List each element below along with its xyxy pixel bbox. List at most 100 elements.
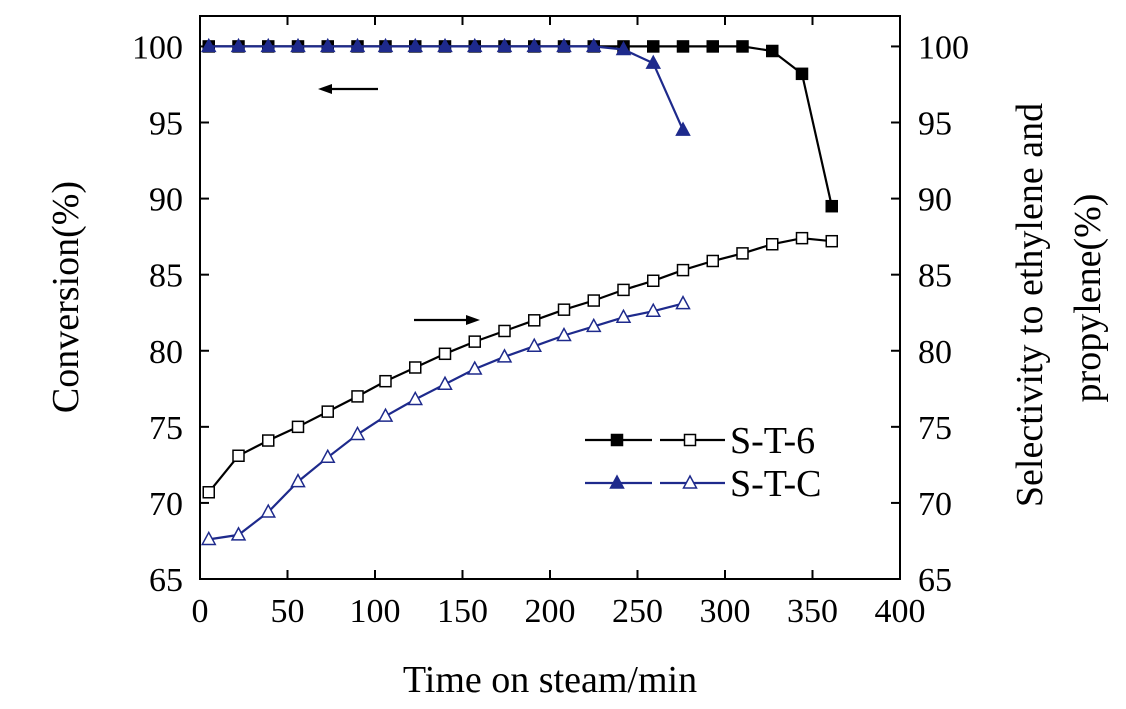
- data-point-s-t-6-selectivity: [202, 486, 215, 499]
- x-tick-label: 150: [437, 593, 488, 630]
- x-tick-label: 300: [700, 593, 751, 630]
- right-y-tick-label: 95: [918, 106, 952, 143]
- data-point-s-t-6-selectivity: [291, 420, 305, 434]
- right-y-tick-label: 65: [918, 562, 952, 599]
- left-y-axis-ticks: 65 70 75 80 85 90 95 100: [132, 29, 209, 599]
- legend-marker-filled-s-t-c: [609, 474, 625, 489]
- data-point-s-t-c-selectivity: [526, 337, 543, 352]
- left-y-tick-label: 100: [132, 29, 183, 66]
- data-point-s-t-6-conversion: [676, 40, 690, 53]
- legend-marker-open-s-t-6: [683, 433, 697, 447]
- data-point-s-t-c-conversion: [349, 37, 366, 53]
- data-point-s-t-6-selectivity: [232, 449, 245, 462]
- data-point-s-t-c-conversion: [645, 54, 662, 69]
- x-tick-label: 100: [350, 593, 401, 630]
- data-point-s-t-c-selectivity: [437, 375, 453, 390]
- x-tick-label: 0: [192, 593, 209, 630]
- left-y-tick-label: 80: [149, 334, 183, 371]
- left-y-tick-label: 70: [149, 486, 183, 523]
- series-line-s-t-c-selectivity: [208, 302, 684, 541]
- data-point-s-t-c-conversion: [407, 37, 424, 53]
- data-point-s-t-c-conversion: [260, 37, 277, 53]
- data-point-s-t-c-conversion: [556, 37, 572, 53]
- data-point-s-t-6-conversion: [736, 40, 749, 53]
- data-point-s-t-6-selectivity: [409, 361, 422, 374]
- x-tick-label: 200: [525, 593, 576, 630]
- right-y-axis-title-line-1: Selectivity to ethylene and: [1009, 103, 1051, 507]
- data-point-s-t-c-conversion: [377, 37, 394, 53]
- x-tick-label: 350: [787, 593, 838, 630]
- data-point-s-t-c-conversion: [319, 37, 336, 53]
- series-line-s-t-6-conversion: [208, 45, 833, 207]
- data-point-s-t-c-selectivity: [407, 390, 424, 406]
- series-s-t-c-conversion: [200, 37, 691, 136]
- data-point-s-t-6-selectivity: [706, 254, 719, 268]
- data-point-s-t-c-selectivity: [496, 348, 513, 363]
- series-s-t-c-selectivity: [200, 295, 691, 546]
- right-y-tick-label: 75: [918, 410, 952, 447]
- data-point-s-t-c-selectivity: [556, 326, 572, 342]
- data-point-s-t-6-selectivity: [321, 405, 334, 418]
- data-point-s-t-6-selectivity: [438, 347, 452, 361]
- data-point-s-t-c-conversion: [466, 37, 483, 53]
- arrow-head-left: [318, 84, 332, 94]
- data-point-s-t-c-conversion: [290, 37, 306, 53]
- data-point-s-t-c-conversion: [615, 40, 632, 56]
- right-y-tick-label: 70: [918, 486, 952, 523]
- data-point-s-t-6-selectivity: [825, 234, 838, 248]
- data-point-s-t-c-selectivity: [349, 425, 366, 441]
- data-point-s-t-6-selectivity: [498, 324, 511, 338]
- data-point-s-t-c-selectivity: [290, 473, 306, 488]
- data-point-s-t-6-selectivity: [676, 263, 690, 277]
- right-y-axis-ticks: 65 70 75 80 85 90 95 100: [891, 29, 969, 599]
- data-point-s-t-c-selectivity: [645, 302, 662, 317]
- data-point-s-t-6-conversion: [647, 40, 660, 53]
- data-point-s-t-c-selectivity: [585, 317, 602, 333]
- data-point-s-t-c-selectivity: [615, 308, 632, 324]
- legend-marker-filled-s-t-6: [610, 433, 624, 447]
- x-tick-label: 400: [875, 593, 926, 630]
- left-y-tick-label: 75: [149, 410, 183, 447]
- legend: S-T-6S-T-C: [585, 420, 822, 505]
- data-point-s-t-c-conversion: [230, 37, 247, 53]
- data-point-s-t-6-conversion: [766, 44, 779, 58]
- left-y-tick-label: 95: [149, 106, 183, 143]
- data-point-s-t-6-conversion: [706, 40, 719, 53]
- data-point-s-t-c-selectivity: [230, 526, 247, 541]
- left-y-tick-label: 90: [149, 182, 183, 219]
- x-axis-title: Time on steam/min: [403, 659, 697, 701]
- series-line-s-t-6-selectivity: [207, 237, 832, 493]
- data-point-s-t-c-selectivity: [466, 360, 483, 375]
- data-point-s-t-6-selectivity: [647, 274, 660, 288]
- legend-label-s-t-6: S-T-6: [730, 420, 815, 462]
- right-y-tick-label: 85: [918, 258, 952, 295]
- data-point-s-t-6-selectivity: [617, 283, 630, 297]
- data-point-s-t-c-selectivity: [675, 295, 691, 310]
- data-point-s-t-c-selectivity: [200, 530, 217, 546]
- data-point-s-t-c-conversion: [437, 37, 453, 53]
- data-point-s-t-6-selectivity: [528, 314, 541, 327]
- data-point-s-t-6-selectivity: [587, 294, 600, 307]
- data-point-s-t-c-conversion: [200, 37, 217, 53]
- x-axis-ticks: 0 50 100 150 200 250 300 350 400: [192, 16, 926, 630]
- left-y-tick-label: 85: [149, 258, 183, 295]
- series-line-s-t-c-conversion: [208, 45, 685, 131]
- arrow-head-right: [466, 315, 480, 325]
- annotation-layer: [318, 84, 480, 325]
- data-point-s-t-c-selectivity: [319, 448, 336, 464]
- data-point-s-t-6-selectivity: [379, 374, 392, 388]
- data-point-s-t-c-selectivity: [260, 503, 277, 518]
- data-point-s-t-6-selectivity: [262, 434, 275, 447]
- left-y-tick-label: 65: [149, 562, 183, 599]
- legend-marker-open-s-t-c: [682, 474, 698, 489]
- data-point-s-t-6-selectivity: [468, 335, 481, 348]
- data-point-s-t-c-selectivity: [377, 407, 394, 422]
- left-y-axis-title: Conversion(%): [45, 181, 87, 413]
- data-point-s-t-6-selectivity: [557, 303, 571, 316]
- data-point-s-t-6-conversion: [795, 67, 809, 81]
- series-s-t-6-selectivity: [202, 231, 838, 499]
- data-point-s-t-6-selectivity: [795, 231, 809, 245]
- legend-label-s-t-c: S-T-C: [730, 463, 822, 505]
- data-point-s-t-c-conversion: [585, 37, 602, 53]
